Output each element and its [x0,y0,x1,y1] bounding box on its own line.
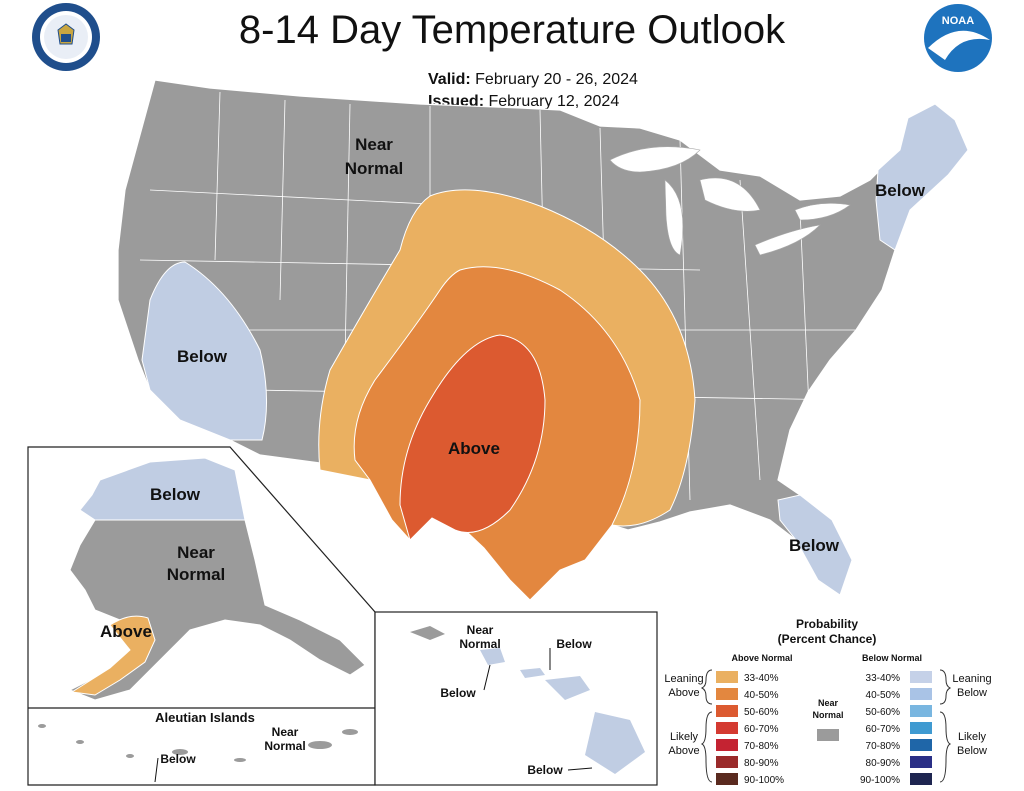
legend-leaning-below-1: Leaning [952,673,991,685]
legend-below-header: Below Normal [862,653,922,663]
below-northeast-label: Below [875,181,926,200]
legend-above-label-3: 60-70% [744,724,779,735]
hawaii-below-label-2: Below [440,686,476,700]
below-west-area [141,261,267,441]
legend-below-swatch-2 [910,705,932,717]
alaska-above-label: Above [100,622,152,641]
legend-below-swatch-4 [910,739,932,751]
conus-near-normal-label-2: Normal [345,159,404,178]
aleutian-near-normal-label-1: Near [272,725,299,739]
valid-label: Valid: [428,71,471,88]
aleutian-islands-shapes [38,724,358,762]
alaska-below-area [79,457,246,521]
legend-leaning-above-1: Leaning [664,673,703,685]
svg-text:NOAA: NOAA [942,15,974,27]
great-lakes [609,146,851,256]
legend-above-swatch-0 [716,671,738,683]
hawaii-near-normal-label-1: Near [467,623,494,637]
map-title: 8-14 Day Temperature Outlook [238,8,786,52]
legend-near-normal-label-2: Normal [812,710,843,720]
legend-below-label-5: 80-90% [866,758,901,769]
legend-above-label-0: 33-40% [744,673,779,684]
legend-above-swatch-6 [716,773,738,785]
legend-below-swatch-5 [910,756,932,768]
legend-below-label-3: 60-70% [866,724,901,735]
below-florida-area [777,494,853,596]
legend-above-label-2: 50-60% [744,707,779,718]
hawaii-near-normal-label-2: Normal [459,637,500,651]
issued-value: February 12, 2024 [488,93,620,110]
alaska-near-normal-label-1: Near [177,543,215,562]
legend-likely-below-1: Likely [958,731,987,743]
hawaii-islands-shapes [410,626,645,774]
legend-above-swatch-5 [716,756,738,768]
legend-above-swatch-2 [716,705,738,717]
alaska-near-normal-label-2: Normal [167,565,226,584]
legend-title: Probability [796,617,858,631]
legend-near-normal-swatch [817,729,839,741]
legend-leaning-below-2: Below [957,687,987,699]
valid-value: February 20 - 26, 2024 [475,71,638,88]
legend-below-label-2: 50-60% [866,707,901,718]
above-50-60-area [399,334,546,541]
aleutian-near-normal-label-2: Normal [264,739,305,753]
aleutian-below-label: Below [160,752,196,766]
legend-above-label-1: 40-50% [744,690,779,701]
legend-likely-above-2: Above [668,745,699,757]
legend-below-label-4: 70-80% [866,741,901,752]
noaa-logo-icon: NOAA [924,4,992,72]
legend-below-swatch-6 [910,773,932,785]
legend-below-label-1: 40-50% [866,690,901,701]
aleutian-title: Aleutian Islands [155,710,255,725]
legend-leaning-above-2: Above [668,687,699,699]
alaska-below-label: Below [150,485,201,504]
legend-near-normal-label-1: Near [818,698,839,708]
legend-above-swatches: 33-40% 40-50% 50-60% 60-70% 70-80% 80-90% 90-1… [716,671,784,786]
legend-below-swatch-0 [910,671,932,683]
below-northeast-area [875,103,969,251]
below-florida-label: Below [789,536,840,555]
legend-subtitle: (Percent Chance) [778,632,877,646]
legend-below-swatch-1 [910,688,932,700]
alaska-above-area [70,615,156,696]
legend-above-label-6: 90-100% [744,775,784,786]
legend-likely-below-2: Below [957,745,987,757]
legend-below-swatch-3 [910,722,932,734]
hawaii-below-label-3: Below [527,763,563,777]
conus-near-normal-label-1: Near [355,135,393,154]
legend-above-swatch-3 [716,722,738,734]
legend-below-swatches: 33-40% 40-50% 50-60% 60-70% 70-80% 80-90% 90-1… [860,671,932,786]
legend-above-swatch-4 [716,739,738,751]
legend-above-swatch-1 [716,688,738,700]
legend-above-label-4: 70-80% [744,741,779,752]
hawaii-below-label-1: Below [556,637,592,651]
above-central-label: Above [448,439,500,458]
legend-above-label-5: 80-90% [744,758,779,769]
doc-seal-icon [32,3,100,71]
legend-below-label-0: 33-40% [866,673,901,684]
below-west-label: Below [177,347,228,366]
legend-likely-above-1: Likely [670,731,699,743]
legend-below-label-6: 90-100% [860,775,900,786]
probability-legend: Probability (Percent Chance) Above Norma… [664,617,991,786]
valid-line: Valid: February 20 - 26, 2024 [428,71,638,89]
legend-above-header: Above Normal [731,653,792,663]
